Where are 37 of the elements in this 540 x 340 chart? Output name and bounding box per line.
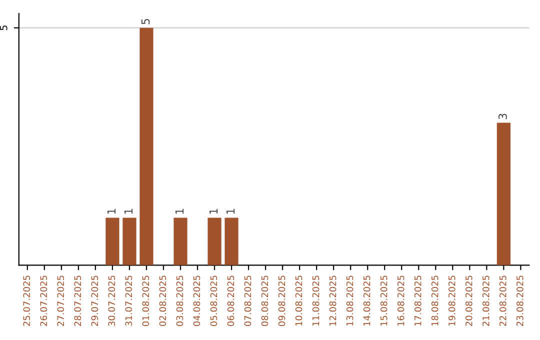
- x-tick-label: 03.08.2025: [176, 276, 184, 326]
- x-tick-label: 01.08.2025: [142, 276, 150, 326]
- x-tick-label: 29.07.2025: [91, 276, 98, 326]
- x-tick-label: 22.08.2025: [499, 276, 506, 326]
- x-tick-label: 14.08.2025: [363, 276, 370, 326]
- data-label: 5: [141, 18, 150, 24]
- x-tick-label: 23.08.2025: [516, 276, 524, 326]
- x-tick-label: 27.07.2025: [57, 276, 64, 326]
- data-label: 1: [175, 208, 184, 214]
- x-tick-label: 08.08.2025: [261, 276, 268, 326]
- x-tick-label: 30.07.2025: [108, 276, 116, 326]
- x-tick-label: 17.08.2025: [414, 276, 422, 326]
- x-tick-label: 31.07.2025: [125, 276, 132, 326]
- x-tick-label: 21.08.2025: [482, 276, 490, 326]
- x-tick-label: 26.07.2025: [40, 276, 48, 326]
- x-tick-label: 02.08.2025: [159, 276, 166, 326]
- x-tick-label: 20.08.2025: [465, 276, 472, 326]
- x-tick-label: 06.08.2025: [227, 276, 234, 326]
- x-tick-label: 04.08.2025: [193, 276, 200, 326]
- data-label: 1: [226, 208, 235, 214]
- x-tick-label: 18.08.2025: [431, 276, 438, 326]
- x-tick-label: 11.08.2025: [312, 276, 320, 326]
- x-tick-label: 12.08.2025: [329, 276, 336, 326]
- x-tick-label: 19.08.2025: [448, 276, 456, 326]
- x-tick-label: 07.08.2025: [244, 276, 252, 326]
- data-label: 3: [498, 114, 507, 120]
- x-tick-label: 15.08.2025: [380, 276, 388, 326]
- x-tick-label: 10.08.2025: [295, 276, 302, 326]
- x-tick-label: 05.08.2025: [210, 276, 218, 326]
- x-tick-label: 28.07.2025: [74, 276, 82, 326]
- data-label: 1: [209, 208, 218, 214]
- x-tick-label: 25.07.2025: [23, 276, 30, 326]
- data-label: 1: [107, 208, 116, 214]
- x-tick-label: 09.08.2025: [278, 276, 286, 326]
- data-label: 1: [124, 208, 133, 214]
- x-tick-label: 13.08.2025: [346, 276, 354, 326]
- x-tick-label: 16.08.2025: [397, 276, 404, 326]
